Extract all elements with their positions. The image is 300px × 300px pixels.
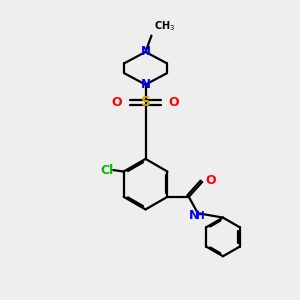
Text: N: N [189, 209, 200, 222]
Text: O: O [169, 96, 179, 109]
Text: S: S [140, 95, 151, 110]
Text: Cl: Cl [101, 164, 114, 177]
Text: CH$_3$: CH$_3$ [154, 20, 175, 34]
Text: O: O [112, 96, 122, 109]
Text: N: N [140, 45, 151, 58]
Text: O: O [206, 174, 216, 187]
Text: N: N [140, 78, 151, 91]
Text: H: H [196, 211, 205, 220]
